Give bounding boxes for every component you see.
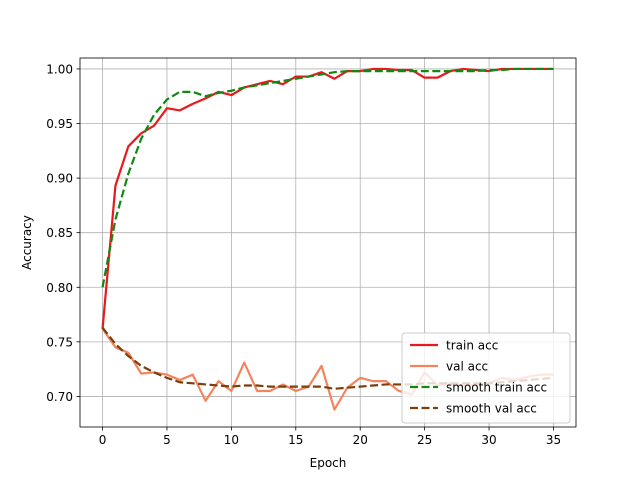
- y-tick-label: 0.90: [46, 172, 73, 186]
- y-tick-label: 0.85: [46, 226, 73, 240]
- plot-frame: [79, 57, 577, 428]
- x-axis-label: Epoch: [310, 456, 347, 470]
- y-tick-label: 0.95: [46, 117, 73, 131]
- x-tick-label: 10: [224, 433, 239, 447]
- x-tick-label: 5: [163, 433, 171, 447]
- y-tick-label: 0.75: [46, 335, 73, 349]
- x-tick-label: 15: [288, 433, 303, 447]
- y-tick-label: 0.70: [46, 390, 73, 404]
- ticks: 0 5 10 15 20 25 30 35 0.70 0.75 0.80 0.85 0.90 0.95 1.…: [46, 62, 561, 447]
- legend: train acc val acc smooth train acc smooth v…: [401, 332, 571, 424]
- y-tick-label: 1.00: [46, 62, 73, 76]
- x-tick-label: 25: [417, 433, 432, 447]
- x-tick-label: 30: [481, 433, 496, 447]
- x-tick-label: 35: [546, 433, 561, 447]
- legend-box: [401, 332, 571, 424]
- series-line-smooth-train-acc: [101, 67, 554, 288]
- legend-label: train acc: [446, 339, 498, 353]
- y-tick-label: 0.80: [46, 281, 73, 295]
- legend-label: smooth val acc: [446, 402, 537, 416]
- legend-label: val acc: [446, 360, 488, 374]
- legend-label: smooth train acc: [446, 381, 547, 395]
- x-tick-label: 20: [353, 433, 368, 447]
- x-tick-label: 0: [99, 433, 107, 447]
- y-axis-label: Accuracy: [20, 215, 34, 270]
